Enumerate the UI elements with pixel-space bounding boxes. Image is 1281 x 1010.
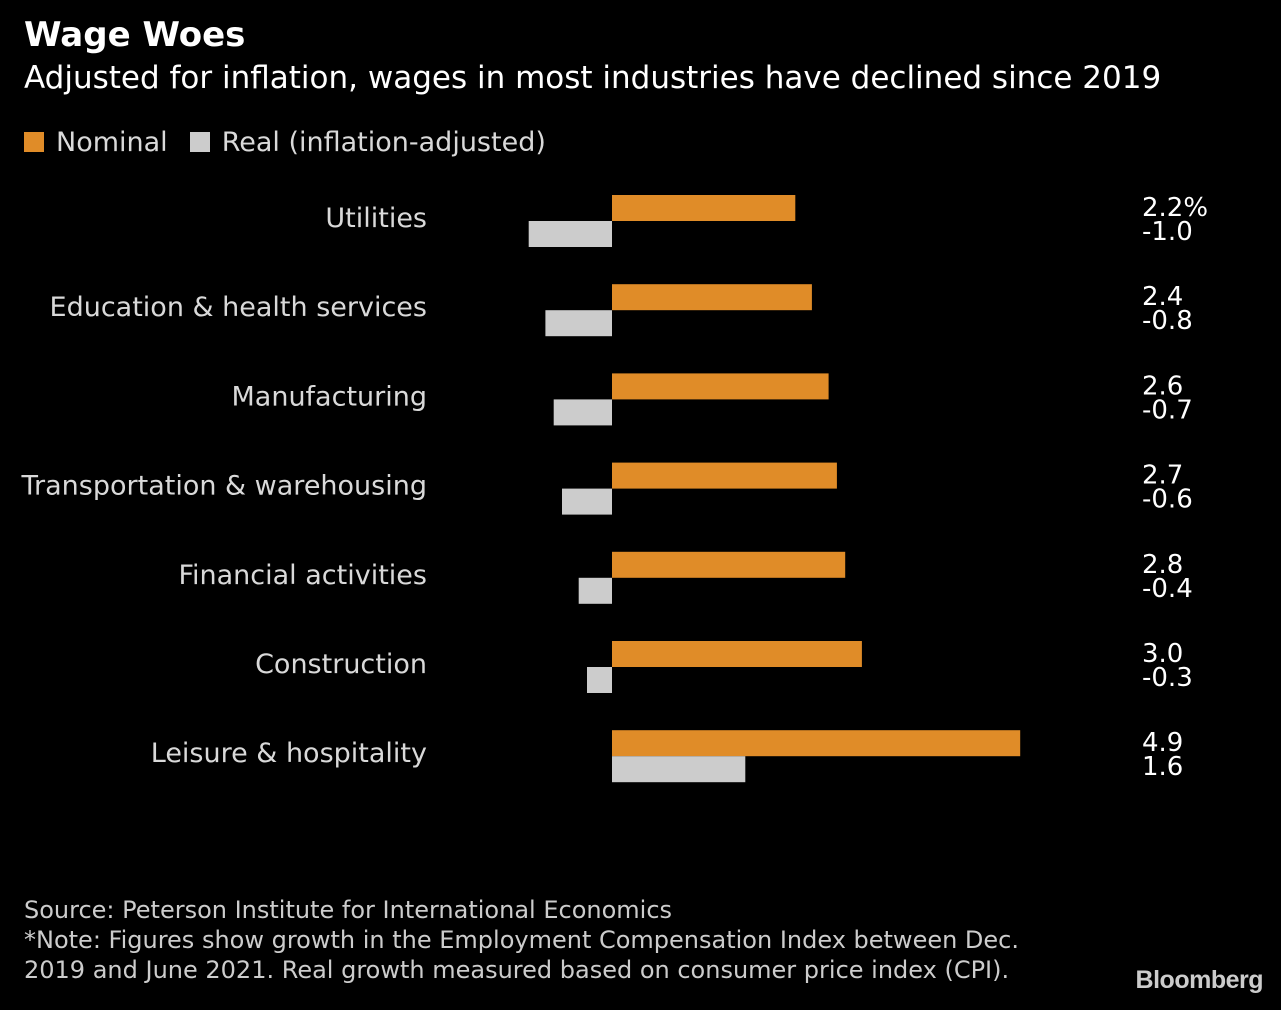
legend-label-real: Real (inflation-adjusted) <box>221 126 546 158</box>
real-value-label-utilities: -1.0 <box>1142 217 1193 247</box>
nominal-bar-utilities <box>612 195 796 221</box>
bar-chart: Utilities 2.2%-1.0 Education & health serv… <box>21 193 1208 783</box>
footnote-line-2: 2019 and June 2021. Real growth measured… <box>24 956 1010 984</box>
real-value-label-leisure-hospitality: 1.6 <box>1142 752 1183 782</box>
nominal-bar-construction <box>612 641 862 667</box>
real-value-label-manufacturing: -0.7 <box>1142 395 1193 425</box>
nominal-value-label-manufacturing: 2.6 <box>1142 371 1183 401</box>
nominal-value-label-education-health-services: 2.4 <box>1142 282 1183 312</box>
nominal-value-label-transportation-warehousing: 2.7 <box>1142 461 1183 491</box>
real-bar-education-health-services <box>545 310 612 337</box>
real-bar-transportation-warehousing <box>562 488 612 515</box>
real-value-label-transportation-warehousing: -0.6 <box>1142 485 1193 515</box>
category-label-transportation-warehousing: Transportation & warehousing <box>21 471 428 502</box>
nominal-value-label-construction: 3.0 <box>1142 639 1183 669</box>
real-value-label-education-health-services: -0.8 <box>1142 306 1193 336</box>
real-bar-utilities <box>528 221 612 247</box>
category-label-leisure-hospitality: Leisure & hospitality <box>151 738 427 769</box>
chart-title: Wage Woes <box>24 15 246 55</box>
nominal-bar-transportation-warehousing <box>612 462 837 489</box>
nominal-value-label-utilities: 2.2% <box>1142 193 1208 223</box>
real-bar-leisure-hospitality <box>612 756 746 783</box>
nominal-bar-education-health-services <box>612 284 812 311</box>
real-bar-financial-activities <box>578 577 612 604</box>
footnote-line-1: *Note: Figures show growth in the Employ… <box>24 926 1020 954</box>
real-value-label-construction: -0.3 <box>1142 663 1193 693</box>
bloomberg-logo: Bloomberg <box>1135 966 1264 994</box>
category-label-construction: Construction <box>255 649 427 680</box>
legend-item-real: Real (inflation-adjusted) <box>189 126 546 158</box>
footer: Source: Peterson Institute for Internati… <box>24 895 1019 985</box>
legend-swatch-real <box>189 132 210 152</box>
real-value-label-financial-activities: -0.4 <box>1142 574 1193 604</box>
category-label-financial-activities: Financial activities <box>178 560 427 591</box>
real-bar-construction <box>587 667 612 693</box>
nominal-bar-leisure-hospitality <box>612 730 1021 757</box>
nominal-bar-financial-activities <box>612 551 846 578</box>
nominal-value-label-financial-activities: 2.8 <box>1142 550 1183 580</box>
legend-item-nominal: Nominal <box>24 127 168 158</box>
source-note: Source: Peterson Institute for Internati… <box>24 896 673 924</box>
legend-label-nominal: Nominal <box>56 126 168 158</box>
legend: Nominal Real (inflation-adjusted) <box>24 122 568 162</box>
legend-swatch-nominal <box>24 132 44 152</box>
nominal-value-label-leisure-hospitality: 4.9 <box>1142 728 1183 758</box>
category-label-manufacturing: Manufacturing <box>231 381 427 412</box>
category-label-utilities: Utilities <box>325 203 427 234</box>
chart-subtitle: Adjusted for inflation, wages in most in… <box>24 60 1162 96</box>
real-bar-manufacturing <box>553 399 612 426</box>
nominal-bar-manufacturing <box>612 373 829 400</box>
category-label-education-health-services: Education & health services <box>50 292 427 323</box>
